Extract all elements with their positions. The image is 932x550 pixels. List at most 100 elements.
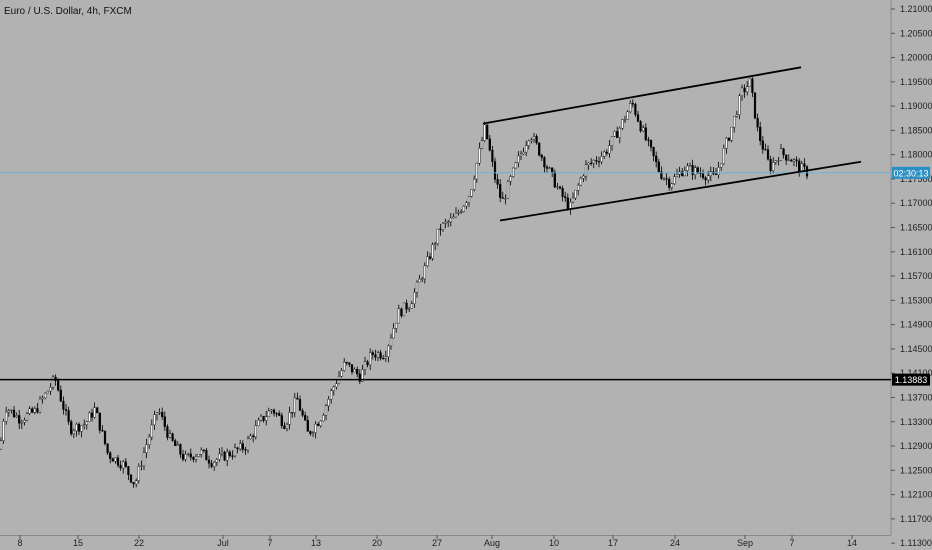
candle-up <box>145 444 148 453</box>
candle-down <box>275 413 278 415</box>
candle-up <box>285 424 289 429</box>
candle-up <box>673 176 676 185</box>
candle-up <box>418 278 421 283</box>
candle-up <box>447 221 450 223</box>
candle-up <box>33 408 36 413</box>
candle-down <box>647 139 650 141</box>
candle-up <box>155 412 159 415</box>
candle-up <box>51 376 55 388</box>
candle-down <box>681 171 684 177</box>
candle-down <box>764 149 767 151</box>
candle-down <box>785 154 788 161</box>
candle-down <box>236 447 239 450</box>
candle-down <box>439 228 442 231</box>
candle-up <box>10 409 13 412</box>
level-price-badge <box>892 373 930 386</box>
candle-up <box>452 216 455 219</box>
time-axis-ticks: 8 15 22 Jul 7 13 20 27 Aug 10 17 24 Sep 7 14 <box>17 535 857 548</box>
candle-down <box>371 352 374 355</box>
candle-down <box>166 426 169 438</box>
candle-down <box>280 415 283 426</box>
price-tick-label: 1.14100 <box>900 368 932 378</box>
candle-up <box>717 167 720 175</box>
candle-down <box>795 159 798 162</box>
candle-down <box>309 431 312 435</box>
candle-down <box>501 197 504 199</box>
price-tick-label: 1.18000 <box>900 150 932 160</box>
candle-down <box>31 408 34 413</box>
candle-down <box>636 114 640 122</box>
price-tick-label: 1.21000 <box>900 4 932 14</box>
candle-up <box>441 222 445 231</box>
candle-up <box>686 165 689 171</box>
candle-up <box>335 383 338 388</box>
candle-up <box>584 164 588 177</box>
candle-down <box>759 126 762 141</box>
candle-down <box>132 481 135 485</box>
candle-down <box>766 149 770 160</box>
candle-up <box>5 411 8 422</box>
price-tick-label: 1.16500 <box>900 223 932 233</box>
time-tick-label: 14 <box>847 538 857 548</box>
candle-up <box>402 302 406 317</box>
candle-down <box>179 444 182 455</box>
candle-up <box>730 126 733 141</box>
level-price-badge-label: 1.13883 <box>895 375 928 385</box>
candle-up <box>213 462 216 467</box>
candle-down <box>491 149 494 162</box>
candle-down <box>655 155 658 163</box>
candle-down <box>553 171 556 188</box>
candle-up <box>444 221 447 224</box>
candle-down <box>486 124 489 140</box>
candle-down <box>782 148 785 156</box>
candle-up <box>176 444 179 446</box>
candle-up <box>254 425 257 438</box>
candle-down <box>59 389 62 402</box>
candle-down <box>109 452 112 459</box>
candle-down <box>57 380 60 391</box>
candle-up <box>140 465 143 467</box>
candle-up <box>38 398 42 413</box>
candle-up <box>670 183 673 188</box>
candle-up <box>449 217 452 223</box>
candle-down <box>202 449 205 451</box>
time-tick-label: 27 <box>432 538 442 548</box>
price-tick-label: 1.18500 <box>900 125 932 135</box>
candle-up <box>642 127 645 132</box>
candle-up <box>574 189 577 199</box>
candle-down <box>798 160 801 172</box>
time-tick-label: 10 <box>549 538 559 548</box>
candle-up <box>772 162 775 171</box>
candle-up <box>709 171 712 176</box>
candle-down <box>605 151 608 154</box>
candle-down <box>566 197 569 210</box>
candle-down <box>129 474 133 483</box>
candle-up <box>148 436 151 445</box>
candle-up <box>746 86 749 93</box>
candle-down <box>163 416 166 427</box>
price-tick-label: 1.19000 <box>900 101 932 111</box>
candle-up <box>93 407 96 418</box>
candle-down <box>657 161 660 172</box>
price-tick-label: 1.16100 <box>900 247 932 257</box>
candle-down <box>90 412 94 418</box>
time-tick-label: 15 <box>73 538 83 548</box>
candle-up <box>410 303 413 309</box>
candle-up <box>376 352 380 358</box>
candle-up <box>738 95 741 116</box>
candle-down <box>545 166 549 169</box>
candle-up <box>506 181 510 199</box>
candle-up <box>88 412 91 422</box>
candle-down <box>278 413 281 416</box>
candle-up <box>330 390 333 400</box>
candle-down <box>272 409 276 414</box>
candle-up <box>504 198 507 200</box>
candle-down <box>317 423 320 426</box>
candle-down <box>96 407 99 414</box>
candle-up <box>608 145 611 154</box>
candle-up <box>215 459 218 463</box>
candle-up <box>28 408 31 414</box>
candle-up <box>777 160 780 162</box>
price-tick-label: 1.11300 <box>900 538 932 548</box>
